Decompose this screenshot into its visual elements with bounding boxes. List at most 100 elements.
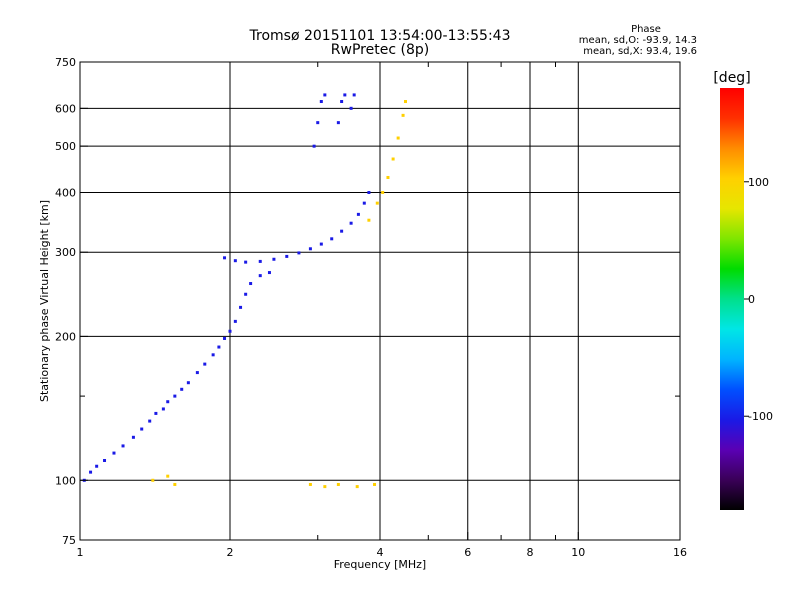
data-point [323, 485, 327, 489]
data-point [340, 100, 344, 104]
x-tick-label: 16 [673, 546, 687, 559]
data-point [367, 190, 371, 194]
data-point [195, 371, 199, 375]
data-point [285, 254, 289, 258]
data-point [330, 237, 334, 241]
data-point [356, 212, 360, 216]
data-point [148, 419, 152, 423]
phase-stat-o: mean, sd,O: -93.9, 14.3 [579, 35, 697, 46]
y-tick-label: 500 [55, 140, 76, 153]
data-point [121, 444, 125, 448]
y-tick-label: 750 [55, 56, 76, 69]
data-point [403, 100, 407, 104]
data-point [180, 387, 184, 391]
data-point [244, 260, 248, 264]
data-point [349, 106, 353, 110]
phase-heading: Phase [631, 24, 661, 35]
colorbar-ticks: 100 0 -100 [744, 176, 773, 423]
data-point [362, 201, 366, 205]
colorbar-tick-label: 100 [748, 176, 769, 189]
x-tick-label: 10 [571, 546, 585, 559]
phase-stat-x: mean, sd,X: 93.4, 19.6 [583, 46, 697, 57]
x-axis-ticks: 1 2 4 6 8 10 16 [77, 62, 687, 559]
y-tick-label: 100 [55, 474, 76, 487]
colorbar-tick-label: -100 [748, 410, 773, 423]
data-point [316, 121, 320, 125]
data-point [391, 157, 395, 161]
data-point [367, 218, 371, 222]
colorbar-label: [deg] [713, 70, 750, 86]
data-point [186, 381, 190, 385]
data-point [297, 251, 301, 255]
data-point [352, 93, 356, 97]
data-point [217, 345, 221, 349]
colorbar-tick-label: 0 [748, 293, 755, 306]
y-tick-label: 600 [55, 102, 76, 115]
data-point [140, 427, 144, 431]
data-point [336, 121, 340, 125]
data-point [349, 221, 353, 225]
data-point [381, 190, 385, 194]
data-point [386, 175, 390, 179]
x-tick-label: 8 [527, 546, 534, 559]
data-point [308, 247, 312, 251]
data-point [154, 411, 158, 415]
data-point [323, 93, 327, 97]
data-point [272, 257, 276, 261]
data-point [308, 482, 312, 486]
data-point [396, 136, 400, 140]
data-point [151, 478, 155, 482]
chart-subtitle: RwPretec (8p) [331, 42, 429, 58]
data-point [319, 100, 323, 104]
data-point [336, 482, 340, 486]
y-tick-label: 300 [55, 246, 76, 259]
data-point [343, 93, 347, 97]
x-tick-label: 1 [77, 546, 84, 559]
y-tick-label: 400 [55, 186, 76, 199]
data-point [89, 470, 93, 474]
data-point [401, 113, 405, 117]
y-axis-label: Stationary phase Virtual Height [km] [38, 200, 51, 402]
data-point [103, 458, 107, 462]
data-point [223, 336, 227, 340]
data-point [233, 259, 237, 263]
y-tick-label: 200 [55, 330, 76, 343]
y-tick-label: 75 [62, 534, 76, 547]
data-point [173, 482, 177, 486]
data-point [244, 292, 248, 296]
chart-title: Tromsø 20151101 13:54:00-13:55:43 [249, 28, 511, 44]
data-points [82, 93, 407, 489]
data-point [95, 464, 99, 468]
data-point [173, 394, 177, 398]
data-point [340, 229, 344, 233]
data-point [166, 474, 170, 478]
grid-lines [80, 62, 680, 540]
colorbar [720, 88, 744, 510]
data-point [355, 485, 359, 489]
data-point [258, 274, 262, 278]
data-point [131, 435, 135, 439]
data-point [249, 282, 253, 286]
data-point [166, 400, 170, 404]
data-point [258, 259, 262, 263]
data-point [211, 353, 215, 357]
data-point [233, 319, 237, 323]
data-point [239, 305, 243, 309]
data-point [375, 201, 379, 205]
data-point [112, 451, 116, 455]
x-tick-label: 6 [464, 546, 471, 559]
data-point [267, 271, 271, 275]
data-point [312, 144, 316, 148]
data-point [203, 362, 207, 366]
x-axis-label: Frequency [MHz] [334, 558, 426, 571]
data-point [228, 329, 232, 333]
data-point [223, 256, 227, 260]
data-point [161, 407, 165, 411]
data-point [373, 482, 377, 486]
y-axis-ticks: 75 100 200 300 400 500 600 750 [55, 56, 680, 547]
x-tick-label: 4 [377, 546, 384, 559]
x-tick-label: 2 [227, 546, 234, 559]
data-point [319, 242, 323, 246]
